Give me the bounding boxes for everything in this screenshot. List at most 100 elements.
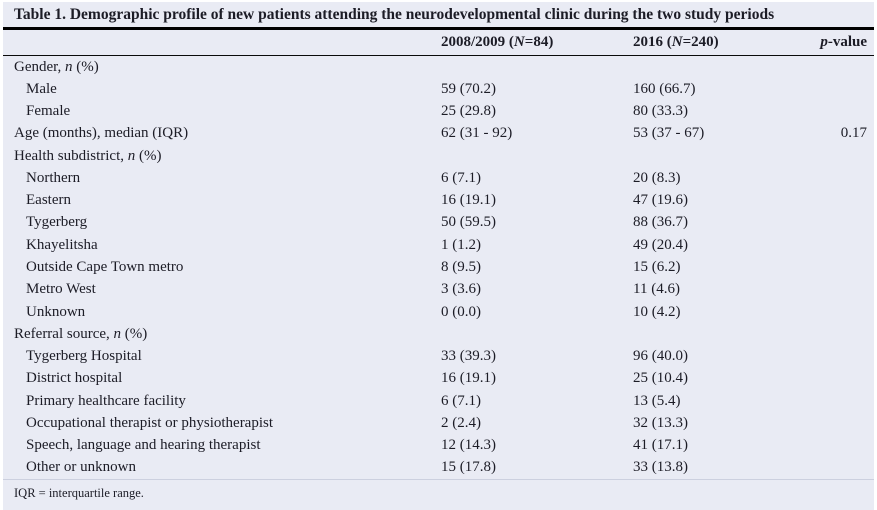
row-label-pre: Primary healthcare facility xyxy=(26,392,186,409)
cell-2008-2009: 6 (7.1) xyxy=(441,169,481,186)
row-label: Northern xyxy=(3,170,441,187)
cell-2016: 25 (10.4) xyxy=(633,370,688,387)
cell-2008-2009: 16 (19.1) xyxy=(441,192,496,209)
table-row: District hospital 16 (19.1) 25 (10.4) xyxy=(3,368,874,390)
row-label: Metro West xyxy=(3,281,441,298)
cell-2008-2009: 12 (14.3) xyxy=(441,437,496,454)
row-label-pre: Tygerberg xyxy=(26,214,88,231)
row-label: Primary healthcare facility xyxy=(3,393,441,410)
row-label-it: n xyxy=(113,325,122,342)
row-label-pre: Age (months), median (IQR) xyxy=(14,125,189,142)
row-label: Occupational therapist or physiotherapis… xyxy=(3,415,441,432)
row-label-post: (%) xyxy=(135,147,162,164)
table-row: Speech, language and hearing therapist 12… xyxy=(3,435,874,457)
row-label-post: (%) xyxy=(121,325,148,342)
row-label-pre: Occupational therapist or physiotherapis… xyxy=(26,414,274,431)
cell-2016: 160 (66.7) xyxy=(633,80,696,97)
row-label: Outside Cape Town metro xyxy=(3,259,441,276)
cell-2016: 10 (4.2) xyxy=(633,303,681,320)
cell-2016: 80 (33.3) xyxy=(633,103,688,120)
table-row: Female 25 (29.8) 80 (33.3) xyxy=(3,101,874,123)
cell-2008-2009: 62 (31 - 92) xyxy=(441,125,513,142)
table-section-row: Gender, n (%) xyxy=(3,56,874,78)
table-row: Tygerberg Hospital 33 (39.3) 96 (40.0) xyxy=(3,345,874,367)
table-row: Northern 6 (7.1) 20 (8.3) xyxy=(3,167,874,189)
cell-2016: 96 (40.0) xyxy=(633,348,688,365)
row-label-pre: Khayelitsha xyxy=(26,236,98,253)
row-label: Age (months), median (IQR) xyxy=(3,125,441,142)
row-label: Female xyxy=(3,103,441,120)
row-label: Speech, language and hearing therapist xyxy=(3,437,441,454)
row-label-pre: Male xyxy=(26,80,57,97)
cell-2008-2009: 3 (3.6) xyxy=(441,281,481,298)
table-header-row: 2008/2009 (N=84) 2016 (N=240) p-value xyxy=(3,30,874,55)
row-label: Tygerberg Hospital xyxy=(3,348,441,365)
title-divider-rule xyxy=(3,27,874,30)
cell-2008-2009: 8 (9.5) xyxy=(441,259,481,276)
table-title: Table 1. Demographic profile of new pati… xyxy=(14,6,775,23)
cell-2016: 49 (20.4) xyxy=(633,236,688,253)
row-label-pre: Northern xyxy=(26,169,81,186)
table-row: Outside Cape Town metro 8 (9.5) 15 (6.2) xyxy=(3,256,874,278)
header-2016: 2016 (N=240) xyxy=(633,34,813,51)
row-label: Male xyxy=(3,81,441,98)
row-label: Khayelitsha xyxy=(3,237,441,254)
row-label: Referral source, n (%) xyxy=(3,326,441,343)
cell-2008-2009: 15 (17.8) xyxy=(441,459,496,476)
cell-p-value: 0.17 xyxy=(840,125,867,142)
cell-2016: 15 (6.2) xyxy=(633,259,681,276)
table-row: Male 59 (70.2) 160 (66.7) xyxy=(3,78,874,100)
row-label-it: n xyxy=(127,147,136,164)
table-row: Other or unknown 15 (17.8) 33 (13.8) xyxy=(3,457,874,479)
table-row: Unknown 0 (0.0) 10 (4.2) xyxy=(3,301,874,323)
table-body: Gender, n (%) Male 59 (70.2) 160 (66.7) Fema… xyxy=(3,56,874,479)
table-row: Primary healthcare facility 6 (7.1) 13 (5.… xyxy=(3,390,874,412)
row-label-pre: Gender, xyxy=(14,58,66,75)
table-footnote: IQR = interquartile range. xyxy=(14,486,144,501)
cell-2016: 11 (4.6) xyxy=(633,281,680,298)
cell-2016: 33 (13.8) xyxy=(633,459,688,476)
table-row: Khayelitsha 1 (1.2) 49 (20.4) xyxy=(3,234,874,256)
row-label-pre: Other or unknown xyxy=(26,459,136,476)
cell-2008-2009: 1 (1.2) xyxy=(441,236,481,253)
row-label: Unknown xyxy=(3,304,441,321)
cell-2008-2009: 50 (59.5) xyxy=(441,214,496,231)
cell-2016: 13 (5.4) xyxy=(633,392,681,409)
row-label-pre: District hospital xyxy=(26,370,123,387)
table-row: Occupational therapist or physiotherapis… xyxy=(3,412,874,434)
table-section-row: Age (months), median (IQR) 62 (31 - 92) 53… xyxy=(3,123,874,145)
row-label-pre: Referral source, xyxy=(14,325,114,342)
cell-2008-2009: 2 (2.4) xyxy=(441,414,481,431)
header-2016-post: =240) xyxy=(682,34,719,50)
table-row: Eastern 16 (19.1) 47 (19.6) xyxy=(3,190,874,212)
row-label: Tygerberg xyxy=(3,214,441,231)
header-p-italic: p xyxy=(820,34,828,50)
row-label: Other or unknown xyxy=(3,459,441,476)
table-section-row: Health subdistrict, n (%) xyxy=(3,145,874,167)
row-label-pre: Metro West xyxy=(26,281,96,298)
row-label-post: (%) xyxy=(72,58,99,75)
row-label: Eastern xyxy=(3,192,441,209)
row-label-pre: Health subdistrict, xyxy=(14,147,128,164)
cell-2016: 32 (13.3) xyxy=(633,414,688,431)
cell-2008-2009: 6 (7.1) xyxy=(441,392,481,409)
row-label: Gender, n (%) xyxy=(3,59,441,76)
cell-2008-2009: 16 (19.1) xyxy=(441,370,496,387)
header-2008-post: =84) xyxy=(524,34,554,50)
cell-2016: 41 (17.1) xyxy=(633,437,688,454)
header-2016-n-italic: N xyxy=(671,34,683,50)
row-label-pre: Unknown xyxy=(26,303,86,320)
cell-2016: 88 (36.7) xyxy=(633,214,688,231)
cell-2016: 47 (19.6) xyxy=(633,192,688,209)
row-label-pre: Tygerberg Hospital xyxy=(26,348,142,365)
cell-2016: 53 (37 - 67) xyxy=(633,125,705,142)
row-label-pre: Female xyxy=(26,103,71,120)
header-p-post: -value xyxy=(827,34,867,50)
header-2016-pre: 2016 ( xyxy=(633,34,672,50)
cell-2008-2009: 59 (70.2) xyxy=(441,80,496,97)
row-label-it: n xyxy=(65,58,73,75)
row-label-pre: Speech, language and hearing therapist xyxy=(26,437,261,454)
row-label-pre: Eastern xyxy=(26,192,71,209)
row-label-pre: Outside Cape Town metro xyxy=(26,259,184,276)
